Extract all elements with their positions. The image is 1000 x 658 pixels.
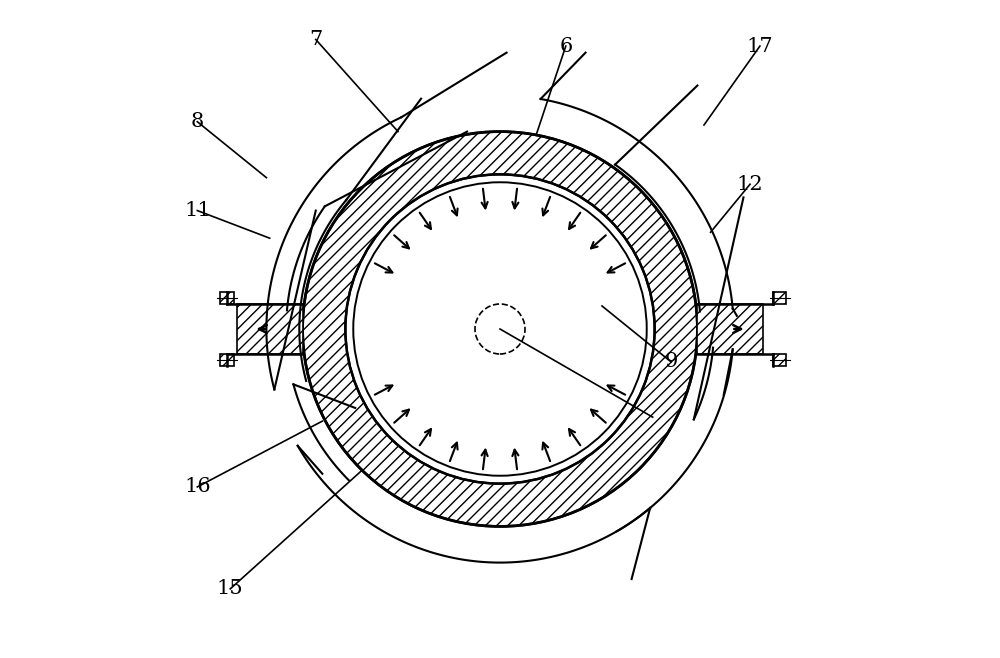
Text: 6: 6 — [559, 37, 572, 55]
Bar — [220, 292, 234, 304]
Text: 9: 9 — [664, 353, 678, 371]
Bar — [220, 354, 234, 366]
Bar — [237, 304, 303, 354]
Text: 12: 12 — [737, 175, 763, 193]
Bar — [773, 354, 786, 366]
Text: 7: 7 — [309, 30, 322, 49]
Text: 16: 16 — [184, 478, 211, 496]
Bar — [773, 292, 786, 304]
Text: 8: 8 — [191, 113, 204, 131]
Bar — [697, 304, 763, 354]
Text: 15: 15 — [217, 580, 244, 598]
Text: 17: 17 — [747, 37, 773, 55]
Text: 11: 11 — [184, 201, 211, 220]
